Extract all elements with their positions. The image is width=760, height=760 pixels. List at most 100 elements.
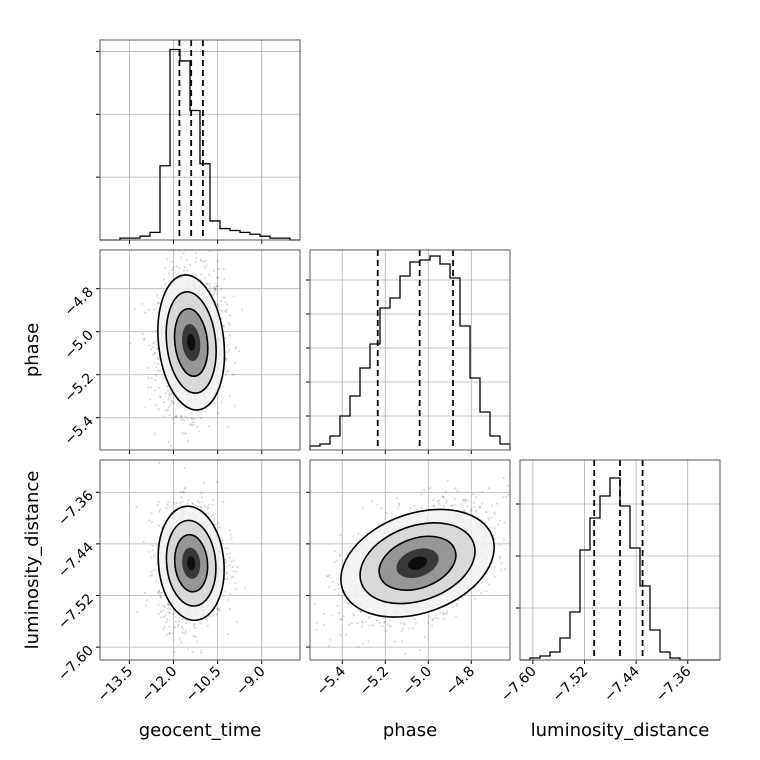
sample-point — [194, 503, 197, 507]
sample-point — [384, 629, 387, 632]
sample-point — [502, 476, 505, 480]
sample-point — [168, 414, 171, 417]
sample-point — [203, 505, 206, 508]
sample-point — [217, 303, 220, 306]
sample-point — [153, 340, 156, 343]
sample-point — [151, 549, 154, 552]
sample-point — [432, 504, 436, 507]
sample-point — [159, 395, 162, 398]
sample-point — [194, 260, 197, 263]
sample-point — [179, 501, 182, 504]
sample-point — [464, 498, 467, 501]
sample-point — [490, 504, 494, 507]
sample-point — [340, 618, 343, 621]
sample-point — [175, 415, 178, 418]
sample-point — [224, 558, 227, 561]
sample-point — [144, 604, 148, 607]
sample-point — [442, 505, 446, 508]
sample-point — [231, 565, 234, 569]
x-tick-label: −7.52 — [550, 664, 592, 706]
sample-point — [241, 308, 244, 311]
sample-point — [212, 269, 215, 272]
sample-point — [170, 399, 173, 402]
sample-point — [157, 524, 161, 527]
sample-point — [442, 612, 446, 615]
sample-point — [243, 586, 246, 589]
sample-point — [445, 499, 448, 502]
sample-point — [167, 272, 170, 275]
sample-point — [154, 330, 158, 333]
sample-point — [156, 301, 159, 305]
sample-point — [148, 519, 151, 522]
sample-point — [503, 568, 507, 571]
sample-point — [186, 259, 189, 262]
sample-point — [414, 622, 418, 625]
density-contour — [187, 334, 196, 351]
sample-point — [149, 386, 153, 389]
sample-point — [493, 537, 497, 541]
sample-point — [217, 267, 220, 270]
sample-point — [150, 377, 153, 380]
sample-point — [469, 509, 473, 513]
sample-point — [198, 410, 201, 413]
sample-point — [200, 651, 203, 654]
sample-point — [147, 366, 150, 369]
sample-point — [223, 277, 226, 281]
sample-point — [510, 516, 512, 518]
sample-point — [420, 493, 423, 496]
histogram-step — [309, 255, 511, 450]
sample-point — [153, 389, 157, 392]
sample-point — [136, 610, 139, 613]
sample-point — [184, 272, 187, 275]
sample-point — [201, 501, 204, 504]
sample-point — [162, 401, 165, 404]
sample-point — [232, 559, 235, 562]
sample-point — [200, 492, 203, 495]
sample-point — [442, 495, 445, 498]
sample-point — [485, 510, 488, 514]
sample-point — [368, 624, 371, 627]
sample-point — [490, 516, 493, 519]
sample-point — [396, 507, 399, 510]
sample-point — [228, 607, 231, 610]
sample-point — [181, 631, 184, 634]
x-tick-label: −5.4 — [314, 663, 349, 698]
sample-point — [148, 344, 151, 347]
sample-point — [162, 377, 165, 380]
sample-point — [235, 570, 238, 573]
sample-point — [180, 625, 184, 628]
sample-point — [155, 365, 158, 369]
sample-point — [499, 557, 502, 560]
sample-point — [455, 602, 458, 605]
sample-point — [444, 490, 448, 493]
sample-point — [168, 625, 171, 628]
sample-point — [158, 510, 161, 513]
sample-point — [214, 290, 217, 293]
y-tick-label: −7.60 — [55, 643, 97, 685]
sample-point — [205, 282, 209, 285]
sample-point — [206, 282, 209, 285]
sample-point — [168, 612, 171, 615]
sample-point — [327, 575, 330, 578]
sample-point — [409, 507, 412, 510]
sample-point — [177, 620, 181, 623]
sample-point — [184, 415, 187, 418]
sample-point — [381, 624, 384, 628]
sample-point — [178, 637, 181, 640]
sample-point — [214, 523, 217, 526]
sample-point — [186, 417, 189, 420]
sample-point — [224, 370, 228, 373]
sample-point — [157, 612, 160, 615]
sample-point — [215, 292, 218, 296]
sample-point — [169, 607, 172, 610]
sample-point — [193, 622, 196, 626]
sample-point — [328, 573, 331, 576]
sample-point — [217, 412, 220, 415]
sample-point — [504, 495, 508, 498]
sample-point — [191, 418, 194, 421]
sample-point — [152, 554, 155, 557]
sample-point — [179, 256, 183, 259]
sample-point — [498, 555, 501, 558]
sample-point — [199, 417, 203, 420]
